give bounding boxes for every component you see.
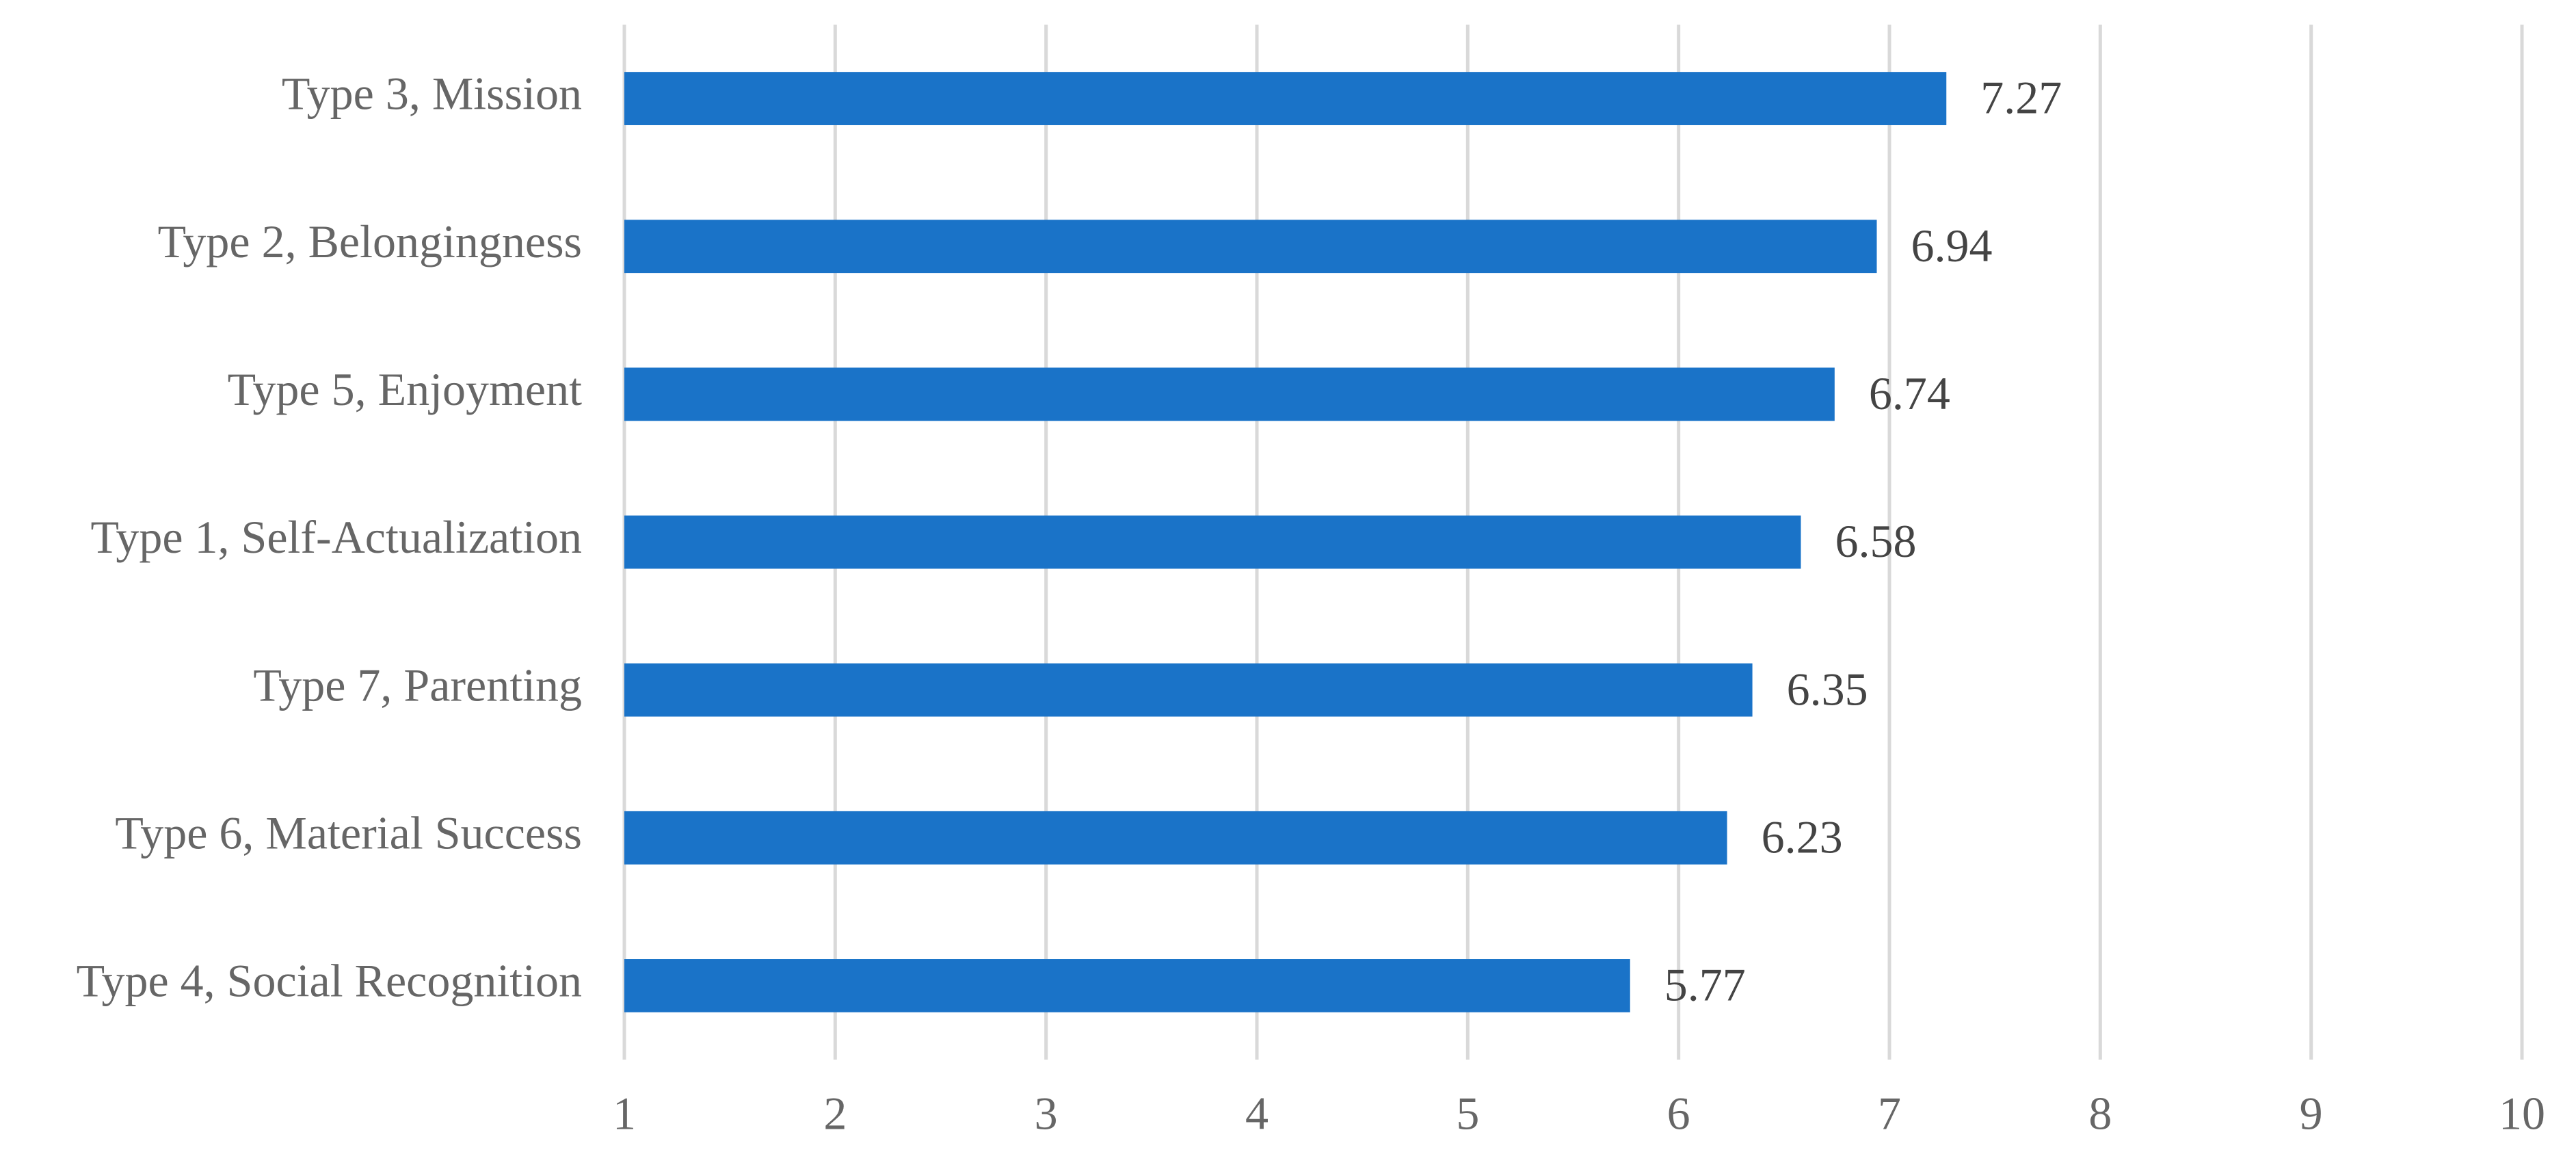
y-tick-label: Type 6, Material Success bbox=[115, 807, 582, 858]
x-tick-label: 10 bbox=[2499, 1088, 2545, 1140]
data-label: 6.23 bbox=[1762, 811, 1843, 863]
x-tick-label: 1 bbox=[613, 1088, 636, 1140]
bar bbox=[624, 220, 1877, 274]
x-tick-label: 9 bbox=[2300, 1088, 2323, 1140]
bar bbox=[624, 811, 1727, 865]
bar bbox=[624, 72, 1947, 125]
bar bbox=[624, 515, 1801, 569]
data-label: 6.35 bbox=[1787, 663, 1868, 715]
data-label: 6.58 bbox=[1835, 515, 1917, 567]
x-tick-label: 2 bbox=[823, 1088, 847, 1140]
y-tick-label: Type 5, Enjoyment bbox=[228, 363, 582, 415]
data-label: 5.77 bbox=[1664, 959, 1746, 1011]
bar bbox=[624, 663, 1753, 717]
data-label: 7.27 bbox=[1980, 72, 2062, 124]
x-tick-label: 6 bbox=[1667, 1088, 1690, 1140]
x-tick-label: 8 bbox=[2088, 1088, 2112, 1140]
x-tick-label: 7 bbox=[1878, 1088, 1901, 1140]
data-label: 6.74 bbox=[1869, 367, 1950, 419]
x-tick-label: 3 bbox=[1035, 1088, 1058, 1140]
y-tick-label: Type 4, Social Recognition bbox=[77, 955, 582, 1007]
y-tick-label: Type 3, Mission bbox=[282, 68, 582, 120]
bar bbox=[624, 367, 1835, 421]
y-tick-label: Type 7, Parenting bbox=[253, 659, 582, 711]
y-tick-label: Type 2, Belongingness bbox=[158, 215, 582, 267]
x-tick-label: 4 bbox=[1245, 1088, 1269, 1140]
data-label: 6.94 bbox=[1911, 220, 1993, 272]
y-tick-label: Type 1, Self-Actualization bbox=[91, 511, 582, 563]
x-tick-label: 5 bbox=[1456, 1088, 1479, 1140]
bar bbox=[624, 959, 1630, 1012]
